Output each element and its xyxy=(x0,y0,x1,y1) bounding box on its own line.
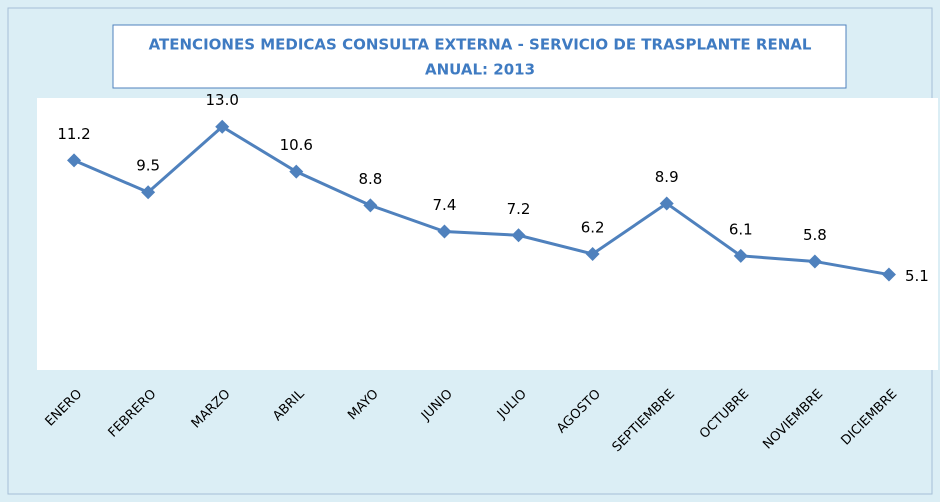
data-label: 8.8 xyxy=(358,170,382,188)
marker xyxy=(659,196,674,211)
marker xyxy=(733,248,748,263)
data-label: 8.9 xyxy=(655,168,679,186)
chart-title: ATENCIONES MEDICAS CONSULTA EXTERNA - SE… xyxy=(149,36,812,54)
line xyxy=(73,124,890,277)
marker xyxy=(141,185,156,200)
marker xyxy=(807,254,822,269)
chart-subtitle: ANUAL: 2013 xyxy=(425,61,535,79)
marker xyxy=(437,224,452,239)
data-label: 6.1 xyxy=(729,220,753,238)
data-label: 6.2 xyxy=(581,218,605,236)
marker xyxy=(289,164,304,179)
data-label: 5.8 xyxy=(803,226,827,244)
data-label: 10.6 xyxy=(280,136,313,154)
marker xyxy=(585,246,600,261)
marker xyxy=(511,228,526,243)
data-label: 5.1 xyxy=(905,267,929,285)
data-label: 7.2 xyxy=(507,200,531,218)
data-label: 13.0 xyxy=(206,91,239,109)
title-box xyxy=(112,24,847,89)
data-label: 11.2 xyxy=(57,125,90,143)
marker xyxy=(67,153,82,168)
data-label: 9.5 xyxy=(136,157,160,175)
marker xyxy=(215,119,230,134)
marker xyxy=(881,267,896,282)
marker xyxy=(363,198,378,213)
data-label: 7.4 xyxy=(433,196,457,214)
